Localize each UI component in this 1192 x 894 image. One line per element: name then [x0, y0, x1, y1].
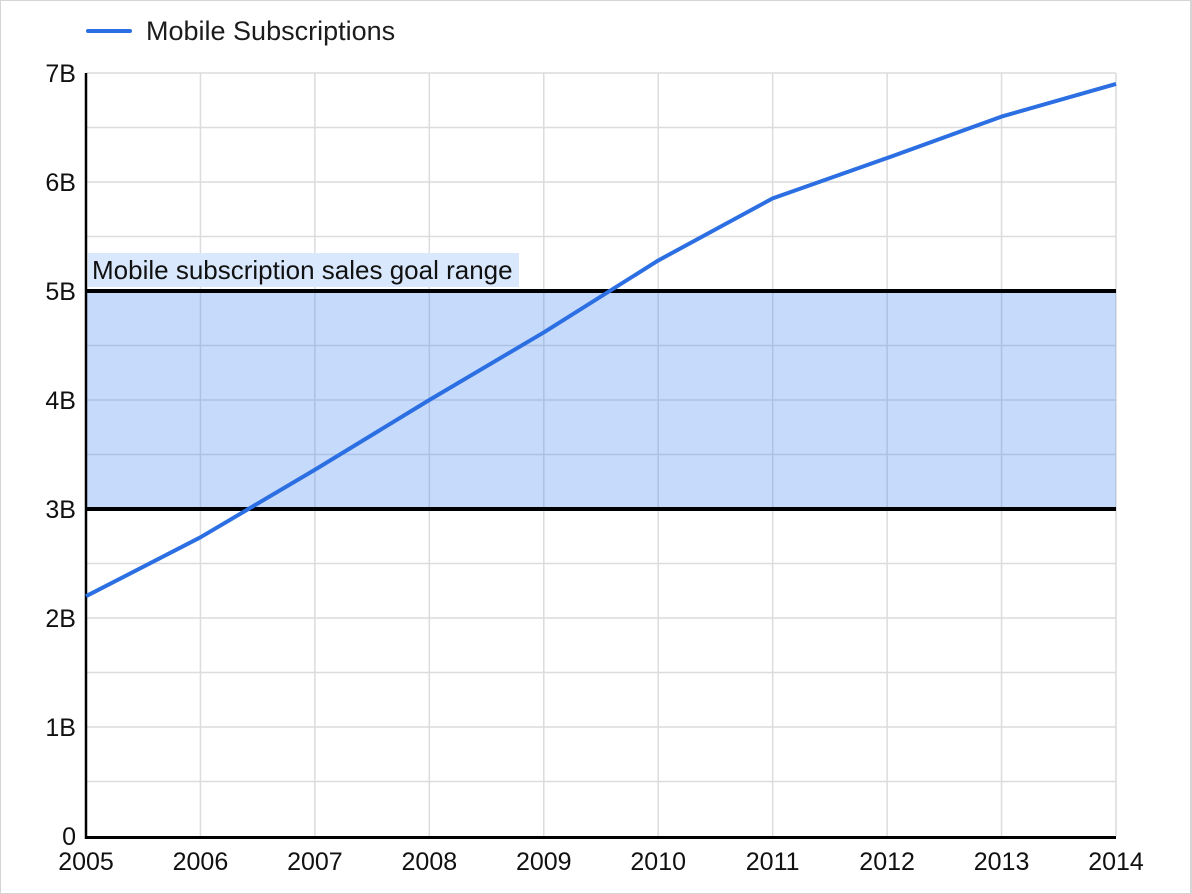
legend: Mobile Subscriptions	[86, 16, 395, 46]
legend-label: Mobile Subscriptions	[146, 15, 396, 46]
goal-range-label: Mobile subscription sales goal range	[88, 253, 519, 287]
y-tick-label: 4B	[45, 387, 76, 415]
x-tick-label: 2008	[402, 848, 458, 876]
y-tick-label: 2B	[45, 605, 76, 633]
x-tick-label: 2009	[516, 848, 572, 876]
x-tick-label: 2010	[630, 848, 686, 876]
y-tick-label: 7B	[45, 60, 76, 88]
y-tick-label: 0	[62, 823, 76, 851]
x-tick-label: 2006	[173, 848, 229, 876]
x-tick-label: 2012	[859, 848, 915, 876]
x-tick-label: 2014	[1088, 848, 1144, 876]
x-tick-label: 2011	[746, 848, 800, 876]
y-tick-label: 6B	[45, 169, 76, 197]
x-tick-label: 2007	[287, 848, 343, 876]
x-tick-label: 2013	[974, 848, 1030, 876]
x-tick-label: 2005	[58, 848, 114, 876]
y-tick-label: 1B	[45, 714, 76, 742]
series-line	[85, 81, 1117, 598]
y-tick-label: 3B	[45, 496, 76, 524]
goal-band	[86, 291, 1116, 509]
legend-line-swatch	[86, 29, 132, 33]
y-tick-label: 5B	[45, 278, 76, 306]
